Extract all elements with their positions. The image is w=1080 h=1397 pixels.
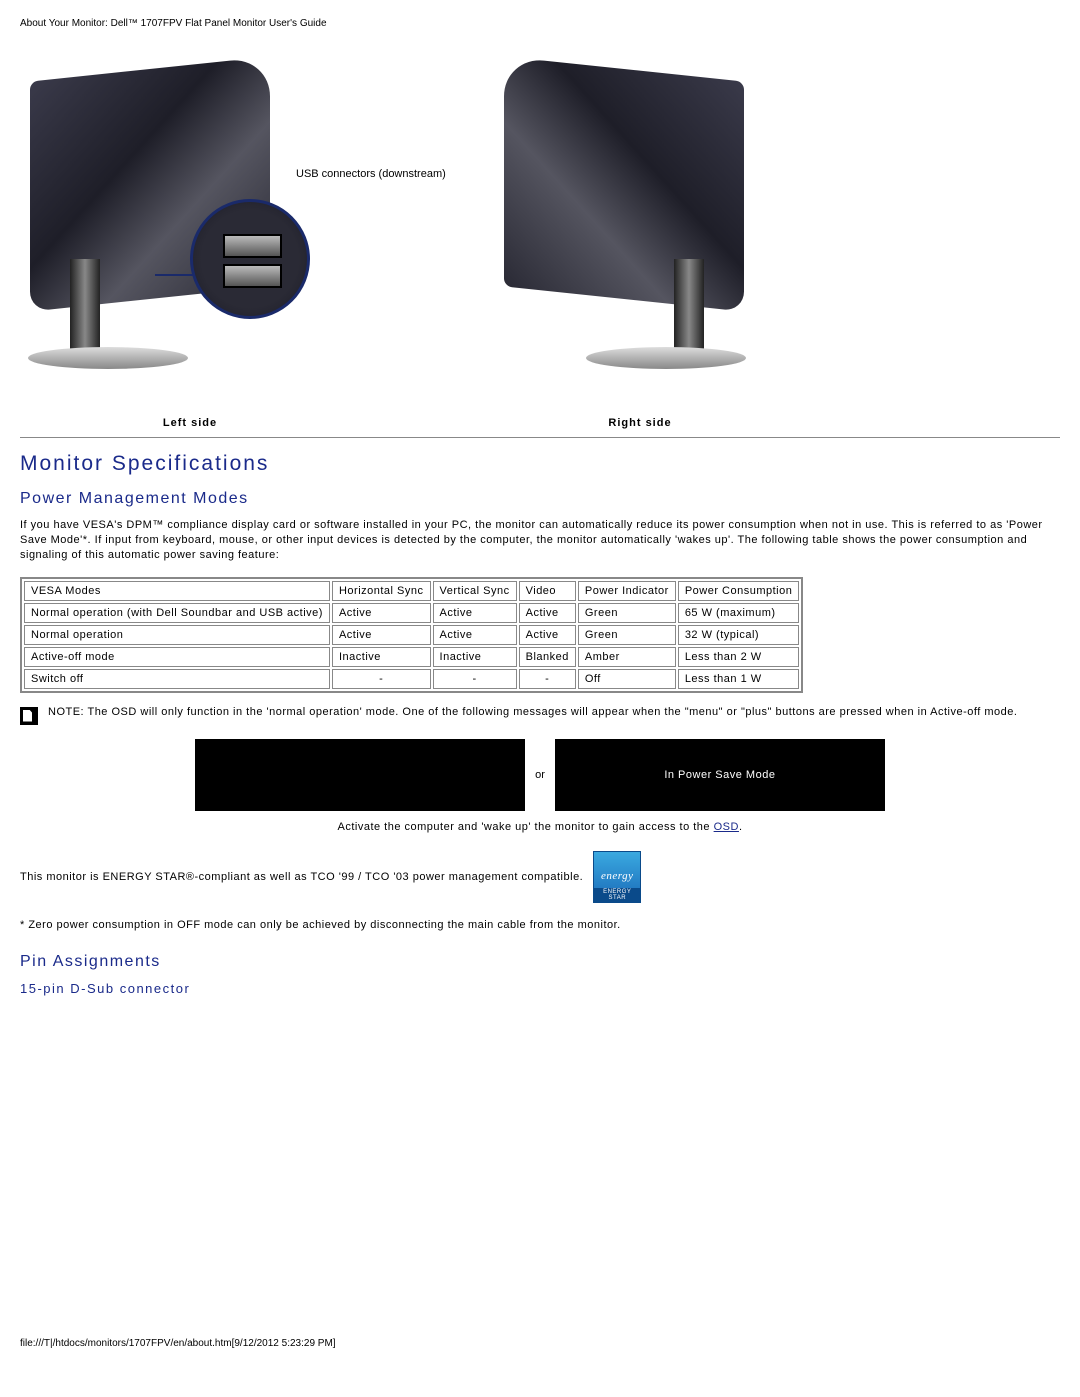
osd-message-left: [195, 739, 525, 811]
dsub-connector-heading: 15-pin D-Sub connector: [20, 981, 1060, 996]
col-power-indicator: Power Indicator: [578, 581, 676, 601]
energy-star-badge: energy ENERGY STAR: [593, 851, 641, 903]
zero-power-footnote: * Zero power consumption in OFF mode can…: [20, 919, 1060, 931]
osd-link[interactable]: OSD: [714, 821, 739, 833]
activate-prefix: Activate the computer and 'wake up' the …: [337, 821, 713, 833]
activate-suffix: .: [739, 821, 743, 833]
energy-star-text: This monitor is ENERGY STAR®-compliant a…: [20, 871, 583, 883]
power-management-modes-heading: Power Management Modes: [20, 490, 1060, 508]
energy-star-bar-text: ENERGY STAR: [594, 888, 640, 902]
table-row: Active-off mode Inactive Inactive Blanke…: [24, 647, 799, 667]
left-side-caption: Left side: [20, 417, 360, 429]
osd-message-right: In Power Save Mode: [555, 739, 885, 811]
monitor-right-side-image: [494, 59, 754, 399]
table-row: Normal operation (with Dell Soundbar and…: [24, 603, 799, 623]
energy-star-logo-text: energy: [601, 870, 634, 882]
table-header-row: VESA Modes Horizontal Sync Vertical Sync…: [24, 581, 799, 601]
col-power-consumption: Power Consumption: [678, 581, 800, 601]
activate-instruction: Activate the computer and 'wake up' the …: [20, 821, 1060, 833]
monitor-images-row: USB connectors (downstream): [20, 59, 1060, 399]
table-row: Normal operation Active Active Active Gr…: [24, 625, 799, 645]
monitor-specifications-heading: Monitor Specifications: [20, 452, 1060, 476]
table-row: Switch off - - - Off Less than 1 W: [24, 669, 799, 689]
col-vertical-sync: Vertical Sync: [433, 581, 517, 601]
osd-messages-row: or In Power Save Mode: [20, 739, 1060, 811]
power-intro-paragraph: If you have VESA's DPM™ compliance displ…: [20, 518, 1060, 563]
usb-connectors-label: USB connectors (downstream): [296, 168, 446, 180]
monitor-left-side-image: [20, 59, 280, 399]
page-header-title: About Your Monitor: Dell™ 1707FPV Flat P…: [20, 18, 1060, 29]
col-video: Video: [519, 581, 576, 601]
divider: [20, 437, 1060, 438]
col-vesa-modes: VESA Modes: [24, 581, 330, 601]
note-row: NOTE: The OSD will only function in the …: [20, 705, 1060, 725]
right-side-caption: Right side: [510, 417, 770, 429]
note-icon: [20, 707, 38, 725]
osd-or-label: or: [535, 769, 545, 781]
energy-star-row: This monitor is ENERGY STAR®-compliant a…: [20, 851, 1060, 903]
footer-file-path: file:///T|/htdocs/monitors/1707FPV/en/ab…: [0, 1334, 1080, 1355]
usb-zoom-circle: [190, 199, 310, 319]
col-horizontal-sync: Horizontal Sync: [332, 581, 431, 601]
power-management-table: VESA Modes Horizontal Sync Vertical Sync…: [20, 577, 803, 693]
note-text: NOTE: The OSD will only function in the …: [48, 705, 1017, 720]
pin-assignments-heading: Pin Assignments: [20, 953, 1060, 971]
